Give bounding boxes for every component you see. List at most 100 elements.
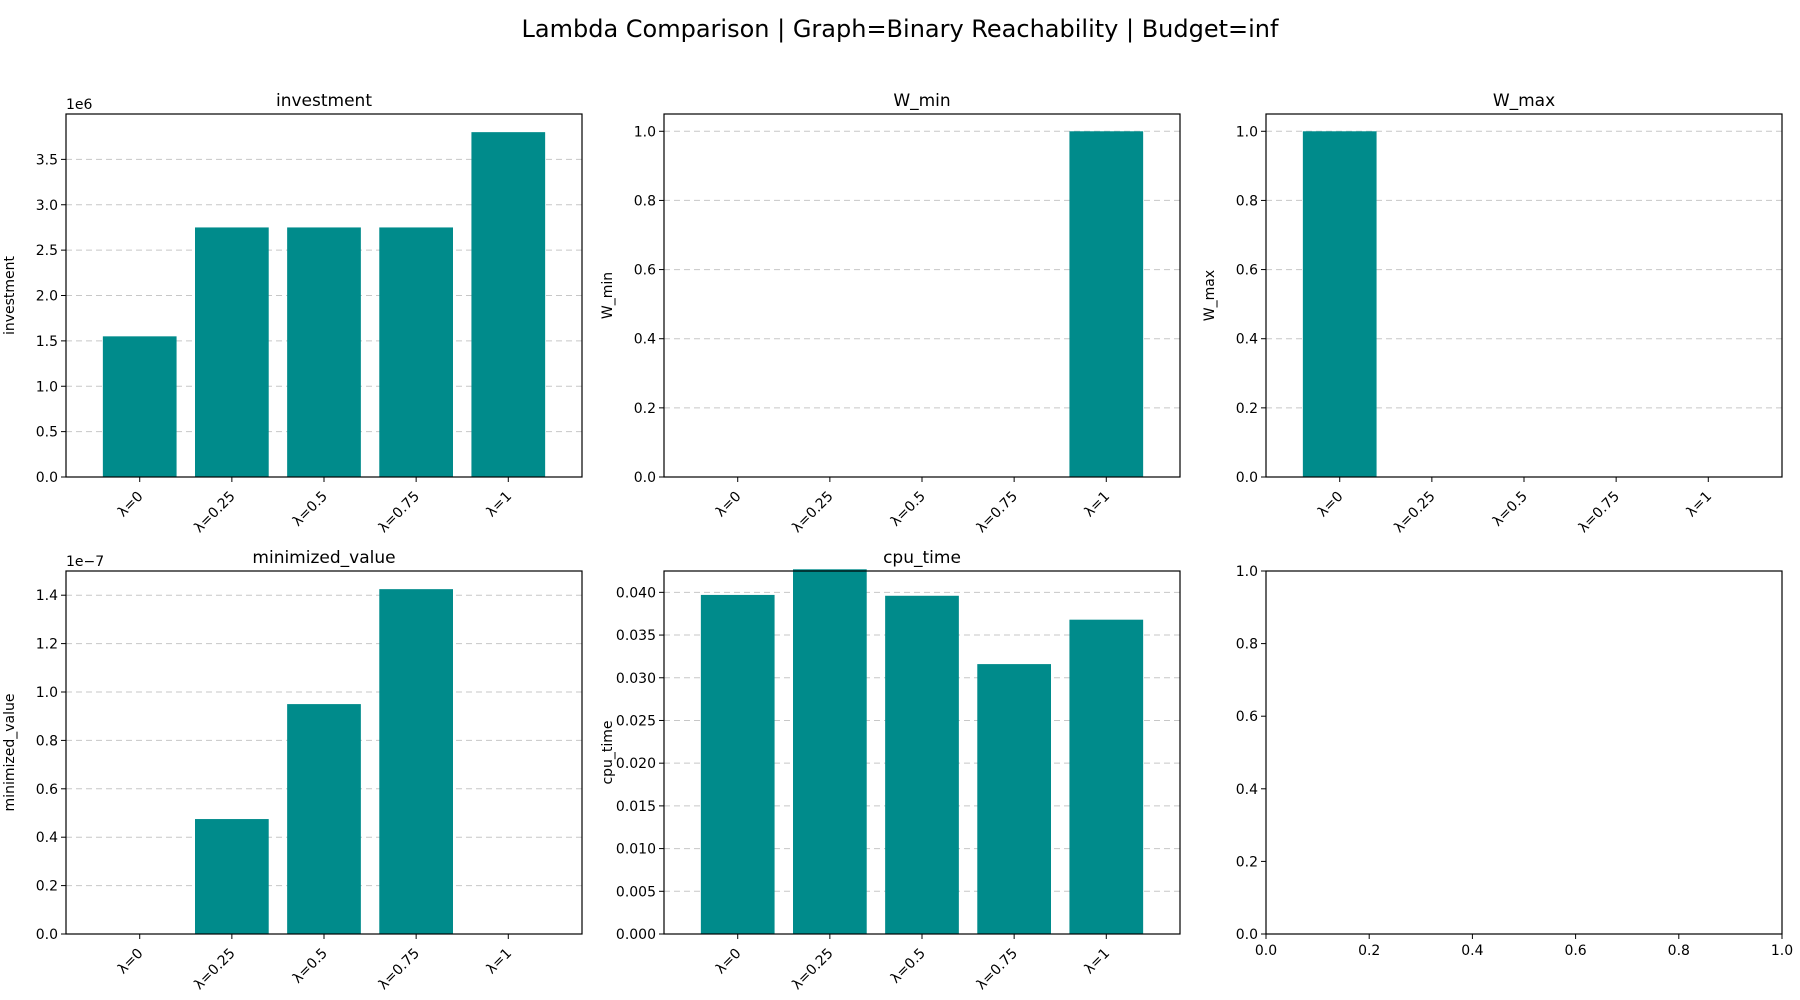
xtick-label: λ=1 — [483, 946, 515, 978]
ytick-label: 0.8 — [36, 733, 58, 749]
ytick-label: 0.4 — [1236, 332, 1258, 348]
xtick-label: 0.6 — [1564, 943, 1586, 959]
subplot-title: minimized_value — [252, 548, 395, 568]
axes-frame-4 — [65, 570, 583, 935]
ytick-label: 0.8 — [1236, 193, 1258, 209]
ytick-label: 0.5 — [36, 425, 58, 441]
xtick-label: λ=1 — [1683, 489, 1715, 521]
subplot-3: λ=0 λ=0.25 λ=0.5 λ=0.75 λ=1 0.0 0.2 0.4 0.6 0.8 1.… — [1202, 91, 1783, 537]
bar-3-0 — [1302, 131, 1377, 478]
xtick-label: λ=0.25 — [789, 946, 837, 994]
xtick-label: λ=0 — [713, 489, 745, 521]
bar-5-0 — [700, 594, 775, 934]
bar-2-4 — [1069, 131, 1144, 478]
xtick-label: λ=0 — [713, 946, 745, 978]
axis-offset-text: 1e−7 — [66, 554, 104, 570]
ytick-label: 0.0 — [36, 927, 58, 943]
ytick-label: 1.4 — [36, 588, 58, 604]
ytick-label: 0.6 — [634, 263, 656, 279]
bar-5-4 — [1069, 619, 1144, 934]
ytick-label: 3.5 — [36, 152, 58, 168]
subplot-6: 0.0 0.2 0.4 0.6 0.8 1.0 0.0 0.2 0.4 0.6 0.8 1.0 — [1236, 564, 1793, 959]
ytick-label: 0.000 — [616, 927, 656, 943]
xtick-label: 1.0 — [1771, 943, 1793, 959]
ytick-label: 0.035 — [616, 628, 656, 644]
figure-suptitle: Lambda Comparison | Graph=Binary Reachab… — [522, 15, 1279, 43]
axes-frame-6 — [1265, 570, 1783, 935]
ytick-label: 0.030 — [616, 671, 656, 687]
bar-1-1 — [195, 227, 269, 477]
ytick-label: 0.2 — [1236, 854, 1258, 870]
bar-1-3 — [379, 227, 453, 477]
ytick-label: 1.0 — [1236, 564, 1258, 580]
ytick-label: 0.025 — [616, 713, 656, 729]
xtick-label: λ=0.25 — [191, 946, 239, 994]
subplot-5: λ=0 λ=0.25 λ=0.5 λ=0.75 λ=1 0.000 0.005 0.010 0.… — [600, 548, 1181, 994]
axes-frame-3 — [1265, 113, 1783, 478]
xtick-label: λ=0.25 — [1391, 489, 1439, 537]
y-axis-label: cpu_time — [600, 720, 616, 784]
ytick-label: 1.0 — [1236, 124, 1258, 140]
xtick-label: λ=0 — [1315, 489, 1347, 521]
y-axis-label: W_max — [1202, 270, 1218, 321]
xtick-label: λ=0.25 — [789, 489, 837, 537]
xtick-label: λ=0.75 — [973, 946, 1021, 994]
subplot-title: W_max — [1493, 91, 1555, 111]
axes-frame-5 — [663, 570, 1181, 935]
ytick-label: 0.6 — [1236, 263, 1258, 279]
ytick-label: 0.2 — [634, 401, 656, 417]
ytick-label: 2.0 — [36, 289, 58, 305]
bar-1-2 — [287, 227, 361, 477]
ytick-label: 0.040 — [616, 585, 656, 601]
xtick-label: 0.4 — [1461, 943, 1483, 959]
ytick-label: 0.4 — [36, 830, 58, 846]
xtick-label: λ=0.5 — [888, 946, 929, 987]
xtick-label: 0.8 — [1668, 943, 1690, 959]
ytick-label: 0.015 — [616, 799, 656, 815]
ytick-label: 2.5 — [36, 243, 58, 259]
subplot-title: investment — [276, 91, 372, 111]
xtick-label: 0.2 — [1358, 943, 1380, 959]
ytick-label: 0.010 — [616, 842, 656, 858]
ytick-label: 0.6 — [36, 782, 58, 798]
bar-4-3 — [379, 589, 453, 934]
bar-5-1 — [793, 569, 867, 934]
ytick-label: 0.4 — [634, 332, 656, 348]
xtick-label: λ=1 — [1081, 946, 1113, 978]
subplot-title: cpu_time — [883, 548, 961, 568]
xtick-label: λ=0.25 — [191, 489, 239, 537]
xtick-label: λ=0.5 — [1490, 489, 1531, 530]
ytick-label: 0.8 — [634, 193, 656, 209]
ytick-label: 1.5 — [36, 334, 58, 350]
subplot-1: λ=0 λ=0.25 λ=0.5 λ=0.75 λ=1 0.0 0.5 1.0 1.5 2.0 2.… — [2, 91, 583, 537]
ytick-label: 1.2 — [36, 637, 58, 653]
ytick-label: 0.020 — [616, 756, 656, 772]
axes-frame-2 — [663, 113, 1181, 478]
bar-5-3 — [977, 664, 1051, 934]
xtick-label: λ=0.75 — [973, 489, 1021, 537]
bar-4-1 — [195, 819, 269, 934]
xtick-label: 0.0 — [1255, 943, 1277, 959]
ytick-label: 0.8 — [1236, 637, 1258, 653]
xtick-label: λ=0.75 — [1575, 489, 1623, 537]
ytick-label: 0.005 — [616, 884, 656, 900]
ytick-label: 1.0 — [36, 379, 58, 395]
subplot-title: W_min — [893, 91, 950, 111]
ytick-label: 0.0 — [1236, 470, 1258, 486]
ytick-label: 1.0 — [634, 124, 656, 140]
bar-1-4 — [471, 132, 546, 477]
xtick-label: λ=0.5 — [290, 489, 331, 530]
ytick-label: 0.0 — [634, 470, 656, 486]
ytick-label: 0.0 — [1236, 927, 1258, 943]
bar-1-0 — [102, 336, 177, 477]
y-axis-label: investment — [2, 255, 18, 335]
subplot-2: λ=0 λ=0.25 λ=0.5 λ=0.75 λ=1 0.0 0.2 0.4 0.6 0.8 1.… — [600, 91, 1181, 537]
ytick-label: 0.2 — [36, 879, 58, 895]
y-axis-label: W_min — [600, 272, 616, 319]
xtick-label: λ=0.75 — [375, 489, 423, 537]
y-axis-label: minimized_value — [2, 694, 18, 812]
axis-offset-text: 1e6 — [66, 97, 93, 113]
bar-5-2 — [885, 595, 959, 934]
xtick-label: λ=0.75 — [375, 946, 423, 994]
